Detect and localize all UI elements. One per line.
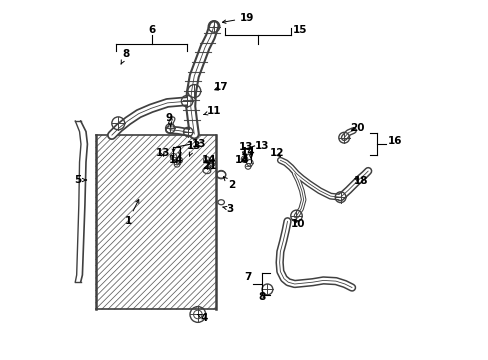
Text: 18: 18 bbox=[353, 176, 367, 186]
Text: 14: 14 bbox=[168, 155, 183, 165]
Text: 13: 13 bbox=[255, 141, 269, 151]
Text: 5: 5 bbox=[74, 175, 86, 185]
Text: 8: 8 bbox=[121, 49, 129, 64]
Text: 13: 13 bbox=[186, 140, 201, 156]
Text: 20: 20 bbox=[349, 123, 364, 133]
Text: 1: 1 bbox=[124, 199, 139, 226]
Text: 16: 16 bbox=[387, 136, 402, 145]
Text: 13: 13 bbox=[155, 148, 170, 158]
Text: 8: 8 bbox=[258, 292, 265, 302]
Text: 14: 14 bbox=[240, 147, 255, 157]
Text: 14: 14 bbox=[202, 155, 216, 165]
Text: 21: 21 bbox=[202, 161, 216, 171]
Text: 14: 14 bbox=[235, 155, 249, 165]
Text: 17: 17 bbox=[213, 82, 228, 93]
Text: 6: 6 bbox=[148, 25, 155, 35]
Text: 12: 12 bbox=[269, 148, 284, 158]
Text: 10: 10 bbox=[290, 219, 305, 229]
Text: 19: 19 bbox=[222, 13, 254, 23]
Bar bbox=[96, 135, 215, 309]
Text: 7: 7 bbox=[244, 272, 251, 282]
Text: 11: 11 bbox=[203, 106, 221, 116]
Text: 13: 13 bbox=[238, 142, 252, 158]
Text: 9: 9 bbox=[165, 113, 172, 126]
Text: 15: 15 bbox=[292, 25, 307, 35]
Text: 2: 2 bbox=[223, 177, 235, 190]
Text: 13: 13 bbox=[191, 139, 205, 149]
Text: 4: 4 bbox=[197, 313, 207, 323]
Text: 3: 3 bbox=[223, 204, 233, 214]
